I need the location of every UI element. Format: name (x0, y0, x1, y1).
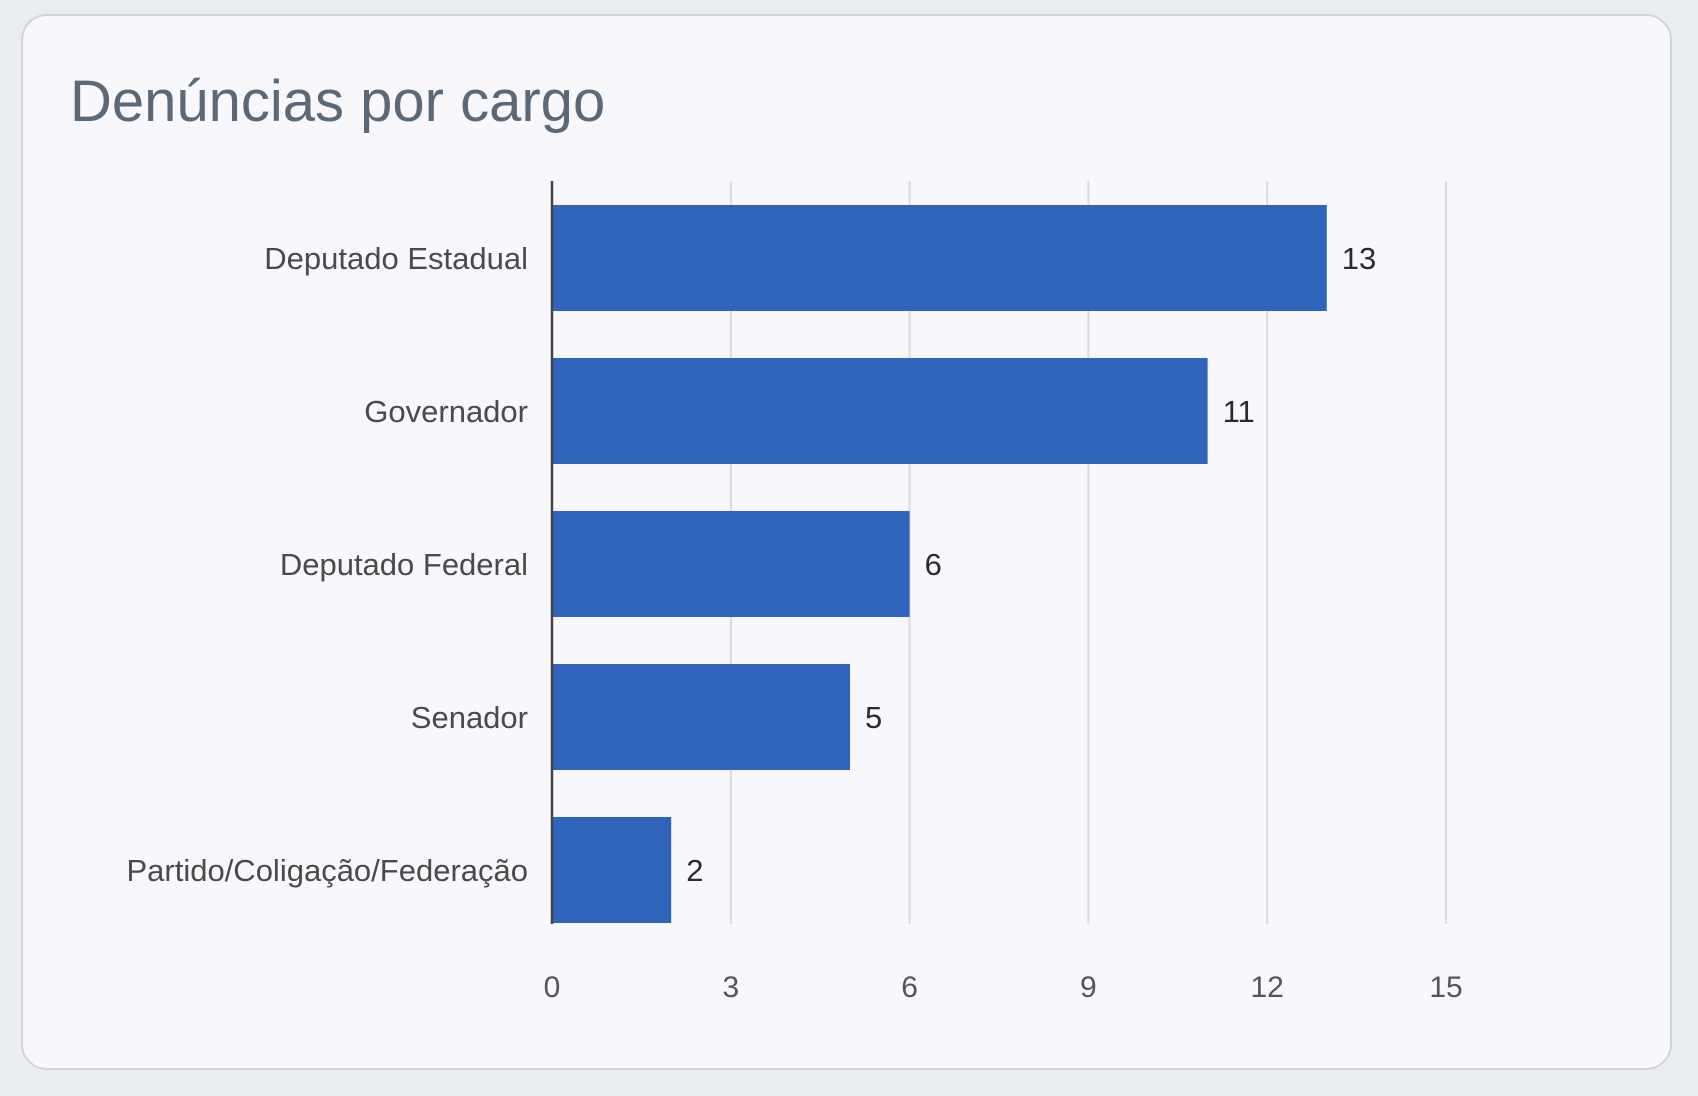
x-tick-label: 6 (901, 971, 918, 1004)
category-label: Governador (364, 394, 528, 429)
bar (552, 664, 850, 770)
x-tick-label: 3 (722, 971, 739, 1004)
x-tick-label: 15 (1429, 971, 1462, 1004)
bar-value-label: 13 (1342, 241, 1376, 276)
bar-value-label: 11 (1223, 394, 1255, 429)
x-tick-label: 9 (1080, 971, 1097, 1004)
category-label: Partido/Coligação/Federação (126, 853, 528, 888)
category-label: Senador (411, 700, 528, 735)
category-label: Deputado Estadual (264, 241, 528, 276)
labels: 0 3 6 9 12 15 Deputado Estadual 13 Governador 11 D… (126, 241, 1462, 1004)
bar (552, 205, 1327, 311)
bar-value-label: 5 (865, 700, 882, 735)
category-label: Deputado Federal (280, 547, 528, 582)
bar (552, 511, 910, 617)
x-tick-label: 0 (544, 971, 561, 1004)
chart-title: Denúncias por cargo (70, 69, 606, 134)
x-tick-label: 12 (1251, 971, 1284, 1004)
bar (552, 817, 672, 923)
bars (552, 205, 1327, 923)
bar (552, 358, 1208, 464)
bar-value-label: 2 (686, 853, 703, 888)
bar-value-label: 6 (925, 547, 942, 582)
